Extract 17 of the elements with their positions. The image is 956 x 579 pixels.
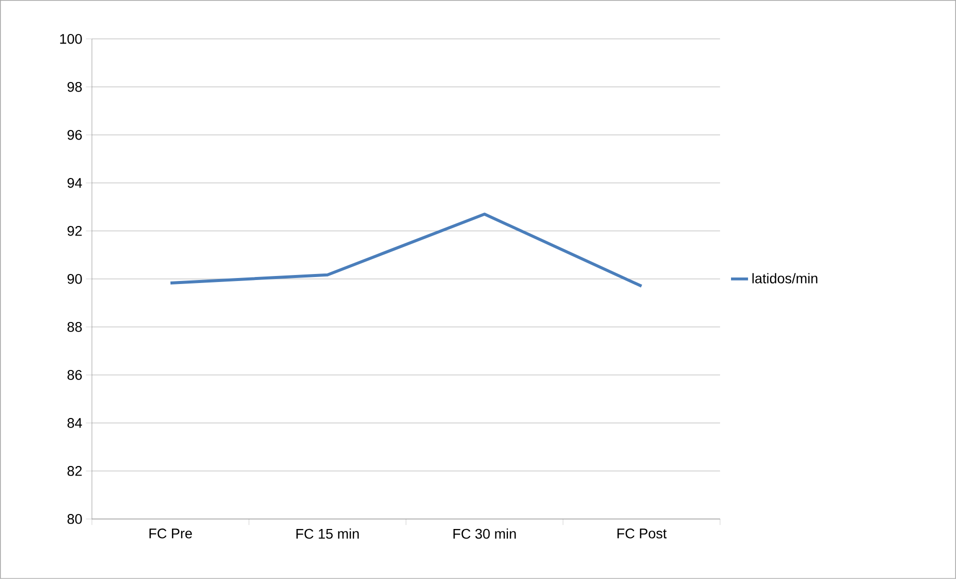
y-tick-label: 86	[68, 370, 82, 380]
x-tick-label: FC 15 min	[296, 528, 359, 539]
y-tick-label: 82	[68, 466, 82, 476]
y-tick-label: 94	[68, 178, 82, 188]
y-tick-label: 88	[68, 322, 82, 332]
x-tick-label: FC 30 min	[453, 528, 516, 539]
legend-label: latidos/min	[752, 273, 818, 284]
y-tick-label: 92	[68, 226, 82, 236]
y-tick-label: 80	[68, 514, 82, 524]
y-tick-label: 84	[68, 418, 82, 428]
x-tick-label: FC Post	[617, 528, 667, 538]
line-series	[168, 212, 644, 288]
y-tick-label: 96	[68, 130, 82, 140]
y-tick-label: 98	[68, 82, 82, 92]
x-tick-label: FC Pre	[149, 528, 192, 538]
y-tick-label: 100	[60, 34, 82, 44]
y-tick-label: 90	[68, 274, 82, 284]
